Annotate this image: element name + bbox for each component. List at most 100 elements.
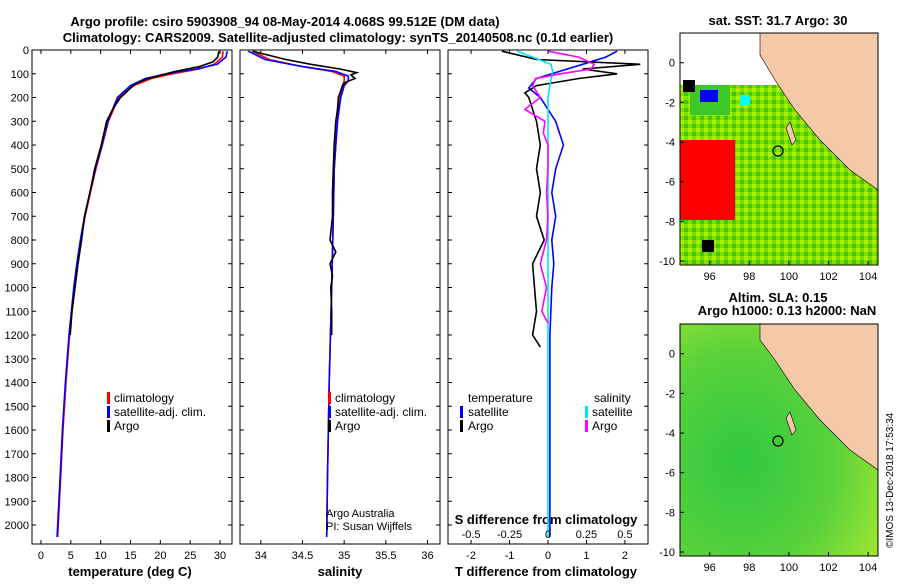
depth-tick-label: 1600 <box>5 425 29 437</box>
x-tick-label-s: -0.25 <box>497 529 522 541</box>
legend-swatch-satellite <box>107 406 110 418</box>
x-tick-label: 25 <box>184 550 196 562</box>
sst-marker <box>702 240 714 252</box>
series-line-t-satellite <box>527 50 618 537</box>
title-line-1: Argo profile: csiro 5903908_94 08-May-20… <box>70 14 499 29</box>
x-tick-label: -1 <box>505 550 515 562</box>
island <box>785 121 797 146</box>
x-tick-label: 15 <box>124 550 136 562</box>
temperature-series <box>56 51 228 537</box>
legend-swatch-climatology <box>107 392 110 404</box>
depth-tick-label: 500 <box>11 164 29 176</box>
legend-climatology: climatology <box>335 391 395 405</box>
sst-map <box>679 32 879 266</box>
legend-argo: Argo <box>114 419 140 433</box>
legend-swatch-satellite <box>328 406 331 418</box>
sst-marker <box>683 80 695 92</box>
depth-tick-label: 1800 <box>5 473 29 485</box>
legend-climatology: climatology <box>114 391 174 405</box>
x-tick-label-s: 0.25 <box>576 529 597 541</box>
series-line-climatology <box>56 51 224 537</box>
cold-sst-patch-2 <box>740 95 750 105</box>
series-line-s-satellite <box>516 50 554 537</box>
legend-t-argo: Argo <box>468 419 494 433</box>
temperature-legend: climatology satellite-adj. clim. Argo <box>107 391 206 433</box>
x-tick-labels: 0 5 10 15 20 25 30 34 34.5 35 35.5 36 -2 -1 0 1 2 -0.5 -0.… <box>38 50 633 562</box>
series-line-satellite-adj-clim- <box>247 50 350 537</box>
sla-map <box>679 323 879 557</box>
x-tick-label: 30 <box>214 550 226 562</box>
depth-tick-label: 300 <box>11 116 29 128</box>
depth-tick-label: 600 <box>11 188 29 200</box>
salinity-panel <box>239 49 441 545</box>
map-y-tick-label: -8 <box>665 216 675 228</box>
depth-tick-label: 1300 <box>5 354 29 366</box>
map-y-tick-label: -10 <box>659 256 675 268</box>
warm-sst-region <box>680 140 735 220</box>
legend-swatch-s-argo <box>585 420 588 432</box>
depth-tick-label: 100 <box>11 69 29 81</box>
series-line-argo <box>69 51 220 336</box>
difference-series <box>501 50 641 537</box>
annotation-argo-australia: Argo Australia <box>326 508 395 520</box>
map-x-tick-label: 100 <box>780 271 798 283</box>
legend-t-satellite: satellite <box>468 405 509 419</box>
sst-map-title: sat. SST: 31.7 Argo: 30 <box>709 13 848 28</box>
depth-tick-label: 2000 <box>5 520 29 532</box>
legend-salinity-title: salinity <box>594 391 631 405</box>
depth-tick-label: 1100 <box>5 306 29 318</box>
legend-s-argo: Argo <box>592 419 618 433</box>
map-x-tick-label: 104 <box>859 271 877 283</box>
sla-title-2: Argo h1000: 0.13 h2000: NaN <box>698 303 876 318</box>
depth-tick-label: 900 <box>11 259 29 271</box>
map-y-tick-label: -6 <box>665 468 675 480</box>
x-tick-label: 34 <box>255 550 267 562</box>
watermark: ©IMOS 13-Dec-2018 17:53:34 <box>885 412 896 548</box>
x-tick-label: 0 <box>38 550 44 562</box>
map-y-tick-label: -10 <box>659 547 675 559</box>
map-y-tick-label: -2 <box>665 97 675 109</box>
map-x-tick-label: 104 <box>859 562 877 574</box>
difference-legend: temperature satellite Argo salinity sate… <box>460 391 633 433</box>
sst-map-frame <box>679 32 879 266</box>
depth-tick-label: 400 <box>11 140 29 152</box>
x-tick-label: 0 <box>545 550 551 562</box>
difference-xlabel: T difference from climatology <box>455 564 638 579</box>
x-tick-label: 5 <box>68 550 74 562</box>
x-tick-label: 20 <box>154 550 166 562</box>
map-y-tick-label: -6 <box>665 177 675 189</box>
map-y-tick-label: -2 <box>665 388 675 400</box>
depth-tick-label: 1000 <box>5 283 29 295</box>
x-tick-label: 35 <box>338 550 350 562</box>
legend-swatch-t-satellite <box>460 406 463 418</box>
legend-temperature-title: temperature <box>468 391 533 405</box>
sla-map-frame <box>679 323 879 557</box>
temperature-xlabel: temperature (deg C) <box>68 564 192 579</box>
sst-map-axes: 96 98 100 102 104 0 -2 -4 -6 -8 -10 <box>659 58 877 283</box>
depth-tick-label: 800 <box>11 235 29 247</box>
x-tick-label: 35.5 <box>375 550 396 562</box>
legend-swatch-argo <box>328 420 331 432</box>
map-y-tick-label: 0 <box>669 58 675 70</box>
depth-axis: 0 100 200 300 400 500 600 700 800 900 1000 1100 1200… <box>5 45 648 532</box>
temperature-panel <box>31 49 233 545</box>
salinity-series <box>247 50 360 537</box>
island <box>785 411 797 436</box>
legend-satellite: satellite-adj. clim. <box>114 405 206 419</box>
series-line-t-argo <box>501 50 641 348</box>
x-tick-label: 10 <box>95 550 107 562</box>
title-line-2: Climatology: CARS2009. Satellite-adjuste… <box>63 30 614 45</box>
depth-tick-label: 1500 <box>5 401 29 413</box>
salinity-legend: climatology satellite-adj. clim. Argo Ar… <box>326 391 427 533</box>
map-x-tick-label: 96 <box>704 271 716 283</box>
map-y-tick-label: -4 <box>665 428 675 440</box>
legend-swatch-climatology <box>328 392 331 404</box>
legend-swatch-argo <box>107 420 110 432</box>
x-tick-label: 36 <box>421 550 433 562</box>
salinity-xlabel: salinity <box>318 564 364 579</box>
series-line-argo <box>252 50 360 335</box>
map-y-tick-label: -4 <box>665 137 675 149</box>
map-x-tick-label: 96 <box>704 562 716 574</box>
legend-satellite: satellite-adj. clim. <box>335 405 427 419</box>
